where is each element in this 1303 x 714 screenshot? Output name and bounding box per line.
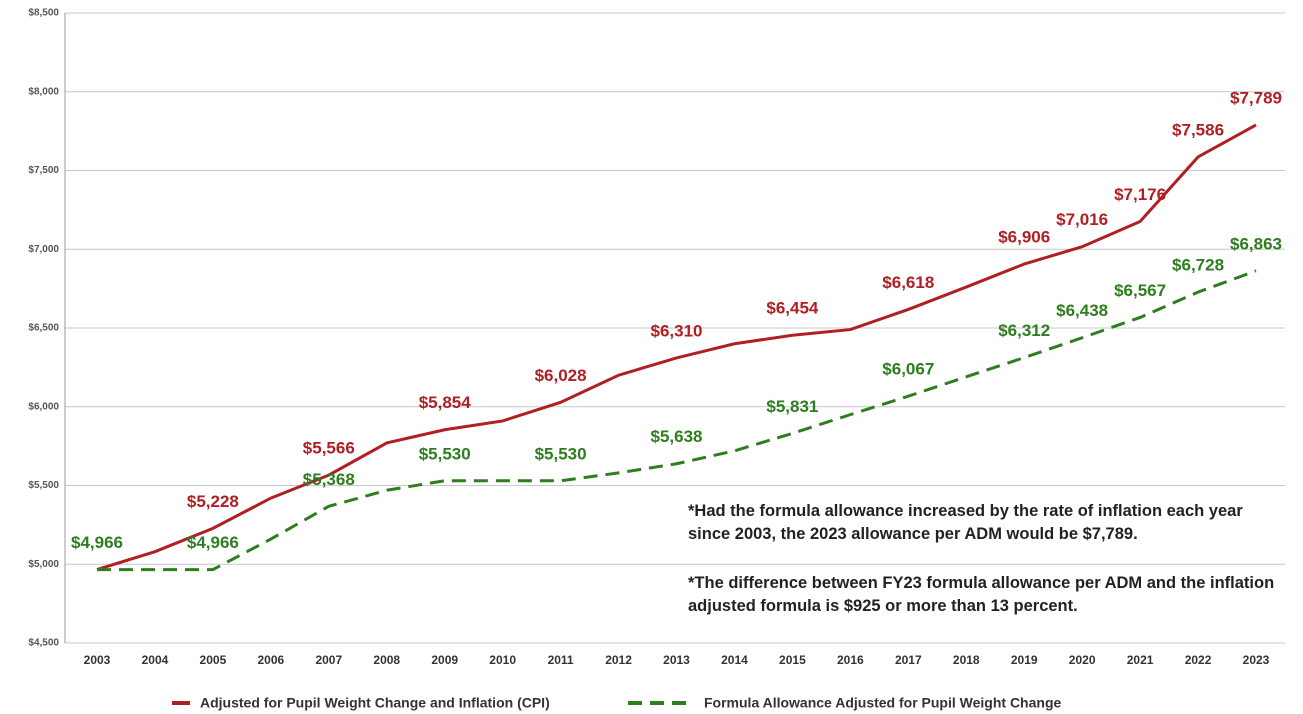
- y-tick-label: $7,000: [28, 244, 59, 255]
- x-tick-label: 2004: [142, 653, 169, 667]
- data-label: $6,906: [998, 228, 1050, 247]
- x-tick-label: 2020: [1069, 653, 1096, 667]
- y-tick-label: $6,500: [28, 323, 59, 334]
- x-tick-label: 2012: [605, 653, 632, 667]
- data-label: $5,368: [303, 470, 355, 489]
- x-tick-label: 2014: [721, 653, 748, 667]
- x-tick-label: 2013: [663, 653, 690, 667]
- data-label: $6,863: [1230, 234, 1282, 253]
- x-tick-label: 2016: [837, 653, 864, 667]
- x-tick-label: 2017: [895, 653, 922, 667]
- data-label: $6,728: [1172, 256, 1224, 275]
- data-label: $4,966: [71, 533, 123, 552]
- y-tick-label: $5,000: [28, 559, 59, 570]
- x-tick-label: 2019: [1011, 653, 1038, 667]
- y-tick-label: $5,500: [28, 480, 59, 491]
- data-label: $7,789: [1230, 88, 1282, 107]
- x-tick-label: 2018: [953, 653, 980, 667]
- legend-label: Adjusted for Pupil Weight Change and Inf…: [200, 695, 550, 711]
- data-label: $6,618: [882, 273, 934, 292]
- x-tick-label: 2023: [1243, 653, 1270, 667]
- y-tick-label: $7,500: [28, 165, 59, 176]
- legend-label: Formula Allowance Adjusted for Pupil Wei…: [704, 695, 1061, 711]
- x-tick-label: 2011: [548, 653, 574, 667]
- x-tick-label: 2021: [1127, 653, 1154, 667]
- x-tick-label: 2005: [200, 653, 227, 667]
- data-label: $5,530: [535, 444, 587, 463]
- x-tick-label: 2015: [779, 653, 806, 667]
- data-label: $7,586: [1172, 120, 1224, 139]
- y-tick-label: $4,500: [28, 638, 59, 649]
- annotation: *The difference between FY23 formula all…: [688, 574, 1275, 615]
- data-label: $6,454: [766, 299, 819, 318]
- data-label: $7,016: [1056, 210, 1108, 229]
- x-tick-label: 2010: [489, 653, 516, 667]
- data-label: $6,067: [882, 360, 934, 379]
- data-label: $5,638: [651, 427, 703, 446]
- x-tick-label: 2022: [1185, 653, 1212, 667]
- data-label: $6,028: [535, 366, 587, 385]
- series-line: [96, 123, 1257, 572]
- data-label: $6,312: [998, 321, 1050, 340]
- annotation: *Had the formula allowance increased by …: [688, 502, 1243, 543]
- data-label: $5,228: [187, 492, 239, 511]
- data-label: $5,530: [419, 444, 471, 463]
- x-tick-label: 2006: [257, 653, 284, 667]
- data-label: $5,566: [303, 439, 355, 458]
- x-tick-label: 2008: [373, 653, 400, 667]
- y-tick-label: $8,000: [28, 86, 59, 97]
- data-label: $4,966: [187, 533, 239, 552]
- series-line: [97, 269, 1257, 572]
- data-label: $5,831: [766, 397, 818, 416]
- data-label: $7,176: [1114, 185, 1166, 204]
- y-tick-label: $6,000: [28, 401, 59, 412]
- data-label: $6,567: [1114, 281, 1166, 300]
- x-tick-label: 2009: [431, 653, 458, 667]
- y-tick-label: $8,500: [28, 8, 59, 19]
- data-label: $6,438: [1056, 301, 1108, 320]
- data-label: $5,854: [419, 393, 472, 412]
- data-label: $6,310: [651, 321, 703, 340]
- x-tick-label: 2003: [84, 653, 111, 667]
- x-tick-label: 2007: [315, 653, 342, 667]
